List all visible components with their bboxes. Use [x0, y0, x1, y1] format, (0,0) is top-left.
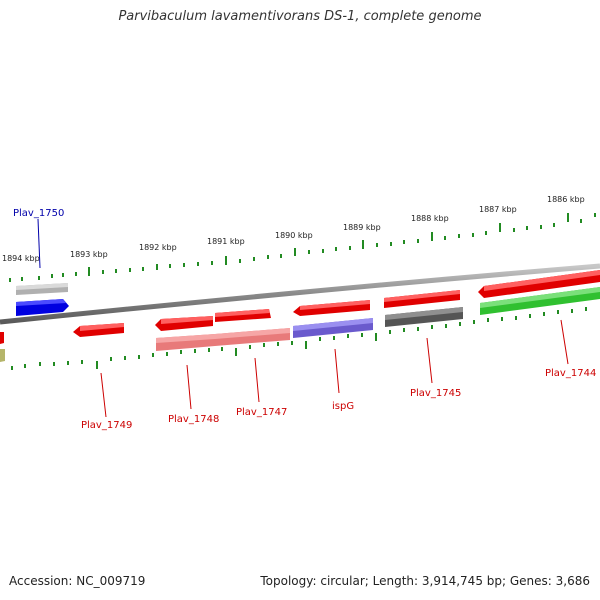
leader-line: [186, 364, 192, 410]
accession-text: Accession: NC_009719: [9, 574, 146, 588]
gene-plav-1748[interactable]: [156, 334, 215, 351]
scale-tick-label: 1894 kbp: [2, 254, 40, 263]
gene-label-plav-1750[interactable]: Plav_1750: [13, 208, 64, 219]
leader-line: [37, 218, 41, 269]
gene-label-plav-1744[interactable]: Plav_1744: [545, 368, 596, 379]
gene-label-ispg[interactable]: ispG: [332, 401, 354, 412]
leader-line: [100, 372, 107, 418]
gene-cds-forward[interactable]: [293, 300, 370, 316]
gene-cds-reverse[interactable]: [155, 316, 213, 331]
gene-ispg[interactable]: [293, 318, 373, 338]
leader-line: [334, 348, 340, 394]
genome-summary-text: Topology: circular; Length: 3,914,745 bp…: [260, 574, 590, 588]
leader-line: [560, 319, 569, 365]
gene-cds-edge[interactable]: [0, 332, 4, 344]
gene-cds-forward[interactable]: [384, 290, 460, 308]
leader-line: [426, 337, 433, 384]
gene-plav-1749[interactable]: [73, 323, 124, 337]
scale-tick-label: 1888 kbp: [411, 214, 449, 223]
gene-label-plav-1745[interactable]: Plav_1745: [410, 388, 461, 399]
scale-tick-label: 1892 kbp: [139, 243, 177, 252]
gene-cds-forward[interactable]: [215, 309, 271, 322]
map-title: Parvibaculum lavamentivorans DS-1, compl…: [118, 9, 482, 24]
gene-cds-forward[interactable]: [478, 270, 600, 298]
gene-plav-1745[interactable]: [385, 307, 463, 327]
gene-label-plav-1747[interactable]: Plav_1747: [236, 407, 287, 418]
scale-tick-label: 1889 kbp: [343, 223, 381, 232]
scale-tick-label: 1887 kbp: [479, 205, 517, 214]
gene-label-plav-1749[interactable]: Plav_1749: [81, 420, 132, 431]
genome-backbone: [0, 263, 600, 325]
scale-tick-label: 1886 kbp: [547, 195, 585, 204]
leader-line: [254, 357, 260, 403]
gene-label-plav-1748[interactable]: Plav_1748: [168, 414, 219, 425]
gene-plav-1747[interactable]: [215, 328, 290, 346]
scale-tick-label: 1890 kbp: [275, 231, 313, 240]
inner-scale-ticks: [11, 307, 587, 370]
outer-scale-ticks: [9, 213, 596, 282]
scale-tick-label: 1893 kbp: [70, 250, 108, 259]
gene-olive-feature[interactable]: [0, 349, 5, 362]
gene-green-feature[interactable]: [480, 287, 600, 315]
gene-plav-1750[interactable]: [16, 283, 69, 316]
scale-tick-label: 1891 kbp: [207, 237, 245, 246]
